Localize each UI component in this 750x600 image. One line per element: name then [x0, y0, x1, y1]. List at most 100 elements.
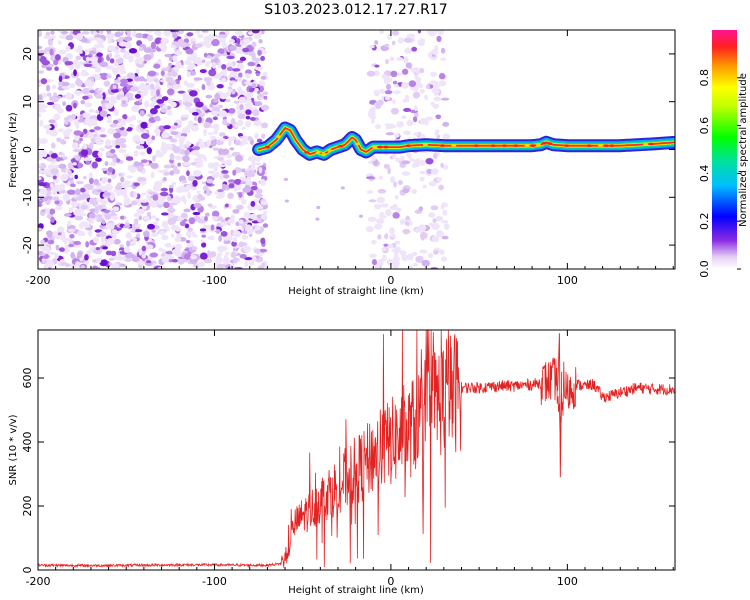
signal-peak — [603, 144, 609, 147]
noise-blob — [54, 200, 60, 205]
noise-blob — [188, 120, 194, 127]
noise-blob — [385, 132, 395, 136]
snr-y-tick-label: 0 — [21, 567, 34, 574]
noise-blob — [436, 35, 442, 42]
noise-blob — [144, 30, 154, 33]
noise-blob — [241, 242, 248, 246]
noise-blob — [48, 119, 56, 124]
noise-blob — [145, 244, 154, 250]
noise-blob — [103, 80, 111, 87]
signal-peak — [598, 144, 604, 147]
noise-blob — [153, 115, 161, 122]
signal-peak — [513, 144, 519, 147]
noise-blob — [368, 44, 375, 49]
noise-blob — [169, 213, 175, 218]
noise-blob — [391, 40, 396, 46]
noise-blob — [157, 58, 162, 65]
noise-blob — [236, 103, 240, 111]
noise-blob — [163, 201, 170, 209]
noise-blob — [140, 121, 148, 129]
noise-blob — [221, 64, 227, 70]
noise-blob — [128, 48, 138, 54]
signal-peak — [524, 144, 530, 147]
noise-blob — [38, 112, 42, 118]
noise-blob — [201, 30, 208, 33]
snr-x-tick-label: 100 — [557, 575, 578, 588]
noise-blob — [384, 96, 391, 101]
noise-blob — [80, 204, 88, 210]
noise-blob — [120, 130, 128, 137]
noise-blob — [217, 189, 224, 193]
noise-blob — [75, 188, 81, 196]
noise-blob — [62, 156, 68, 160]
noise-blob — [250, 186, 258, 191]
noise-blob — [68, 207, 74, 214]
noise-blob — [177, 90, 186, 94]
noise-blob — [73, 240, 82, 245]
noise-blob — [237, 30, 244, 37]
noise-blob — [216, 254, 221, 261]
noise-blob — [138, 264, 143, 269]
noise-blob — [146, 34, 154, 42]
noise-blob — [64, 128, 73, 133]
noise-blob — [197, 193, 204, 200]
noise-blob — [211, 38, 220, 47]
noise-blob — [218, 34, 227, 38]
noise-blob — [217, 263, 224, 269]
noise-blob — [200, 252, 208, 260]
noise-blob — [69, 83, 76, 89]
noise-blob — [255, 156, 261, 162]
noise-blob — [190, 125, 199, 132]
noise-blob — [217, 104, 224, 109]
noise-blob — [222, 70, 227, 77]
noise-blob — [108, 96, 117, 102]
noise-blob — [374, 223, 383, 230]
noise-blob — [99, 199, 108, 206]
noise-blob — [392, 99, 396, 104]
noise-blob — [161, 67, 170, 72]
noise-blob — [206, 178, 214, 184]
noise-blob — [120, 263, 126, 267]
noise-blob — [219, 137, 226, 142]
noise-blob — [392, 263, 399, 269]
noise-blob — [156, 99, 165, 104]
noise-blob — [43, 124, 52, 130]
signal-peak — [502, 144, 508, 147]
noise-blob — [223, 174, 230, 179]
noise-blob — [185, 141, 192, 147]
noise-blob — [53, 113, 61, 121]
noise-blob — [120, 143, 127, 149]
noise-blob — [50, 55, 55, 62]
noise-blob — [120, 118, 127, 126]
noise-blob — [100, 72, 109, 81]
noise-blob — [106, 119, 113, 124]
noise-blob — [376, 218, 385, 225]
noise-blob — [221, 170, 229, 174]
noise-blob — [234, 123, 239, 128]
noise-blob — [421, 259, 431, 267]
noise-blob — [88, 133, 94, 140]
noise-blob — [238, 192, 243, 198]
noise-blob — [91, 189, 97, 194]
noise-blob — [245, 109, 252, 115]
noise-blob — [105, 65, 115, 70]
noise-blob — [249, 117, 256, 121]
noise-blob — [184, 102, 193, 107]
noise-blob — [404, 221, 410, 226]
noise-blob — [65, 104, 73, 112]
noise-blob — [46, 66, 53, 71]
noise-blob — [118, 148, 127, 154]
noise-blob — [413, 132, 420, 136]
noise-blob — [239, 56, 247, 62]
noise-blob — [138, 248, 143, 256]
noise-blob — [75, 196, 84, 201]
noise-blob — [228, 45, 237, 52]
noise-blob — [426, 168, 433, 175]
noise-blob — [88, 172, 93, 180]
noise-blob — [50, 152, 58, 159]
noise-blob — [203, 129, 208, 137]
noise-blob — [122, 114, 128, 120]
noise-blob — [154, 180, 163, 187]
noise-blob — [389, 56, 395, 62]
noise-blob — [153, 63, 161, 69]
